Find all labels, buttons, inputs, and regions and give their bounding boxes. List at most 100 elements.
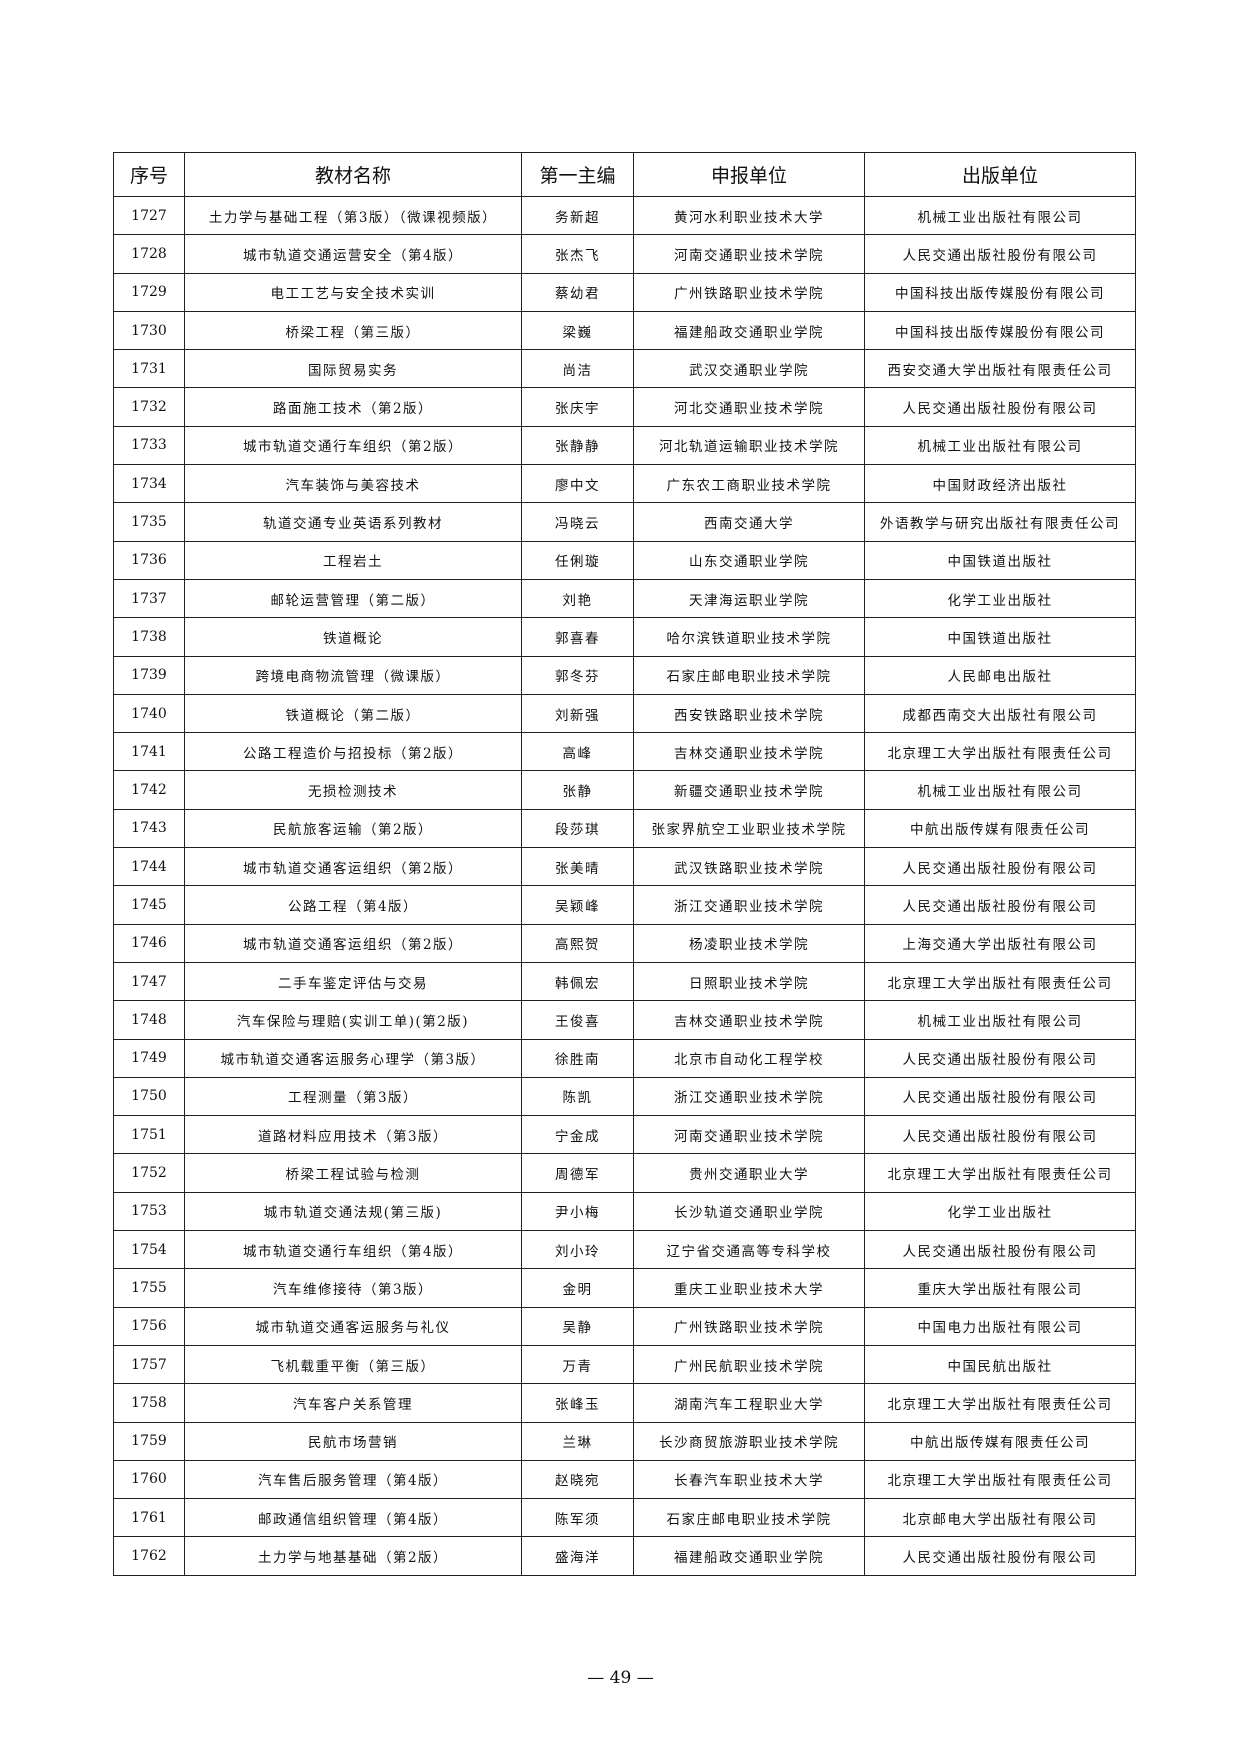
cell-title: 汽车保险与理赔(实训工单)(第2版) [184,1000,522,1040]
cell-applicant: 张家界航空工业职业技术学院 [633,808,865,849]
cell-applicant: 湖南汽车工程职业大学 [633,1383,865,1423]
cell-applicant: 长沙商贸旅游职业技术学院 [633,1421,865,1461]
cell-editor: 冯晓云 [521,502,634,542]
cell-title: 桥梁工程试验与检测 [184,1153,522,1193]
cell-applicant: 日照职业技术学院 [633,961,865,1002]
cell-title: 电工工艺与安全技术实训 [184,272,522,312]
cell-publisher: 西安交通大学出版社有限责任公司 [864,349,1136,389]
cell-editor: 务新超 [521,195,634,236]
cell-publisher: 外语教学与研究出版社有限责任公司 [864,502,1136,542]
cell-applicant: 广东农工商职业技术学院 [633,464,865,504]
textbook-table: 序号 教材名称 第一主编 申报单位 出版单位 1727 土力学与基础工程（第3版）… [113,152,1136,1576]
cell-index: 1727 [113,195,185,236]
cell-title: 公路工程造价与招投标（第2版） [184,732,522,772]
cell-applicant: 福建船政交通职业学院 [633,310,865,351]
table-row: 1749 城市轨道交通客运服务心理学（第3版） 徐胜南 北京市自动化工程学校 人民交通出… [113,1038,1136,1078]
cell-editor: 任俐璇 [521,540,634,580]
cell-index: 1737 [113,578,185,619]
cell-editor: 郭喜春 [521,617,634,657]
cell-editor: 兰琳 [521,1421,634,1461]
table-row: 1738 铁道概论 郭喜春 哈尔滨铁道职业技术学院 中国铁道出版社 [113,617,1136,657]
cell-editor: 张庆宇 [521,387,634,427]
cell-editor: 梁巍 [521,310,634,351]
cell-editor: 张美晴 [521,847,634,887]
cell-publisher: 北京理工大学出版社有限责任公司 [864,732,1136,772]
table-row: 1746 城市轨道交通客运组织（第2版） 高熙贺 杨凌职业技术学院 上海交通大学出版社有… [113,923,1136,963]
cell-publisher: 北京理工大学出版社有限责任公司 [864,1383,1136,1423]
cell-applicant: 武汉交通职业学院 [633,349,865,389]
cell-title: 城市轨道交通运营安全（第4版） [184,234,522,274]
cell-title: 汽车客户关系管理 [184,1383,522,1423]
cell-index: 1757 [113,1344,185,1385]
cell-publisher: 中国电力出版社有限公司 [864,1306,1136,1346]
cell-title: 铁道概论 [184,617,522,657]
cell-title: 工程岩土 [184,540,522,580]
table-row: 1737 邮轮运营管理（第二版） 刘艳 天津海运职业学院 化学工业出版社 [113,578,1136,619]
cell-applicant: 广州铁路职业技术学院 [633,1306,865,1346]
cell-title: 土力学与基础工程（第3版）（微课视频版） [184,195,522,236]
cell-index: 1755 [113,1268,185,1308]
cell-index: 1745 [113,885,185,925]
cell-publisher: 人民交通出版社股份有限公司 [864,847,1136,887]
cell-applicant: 新疆交通职业技术学院 [633,770,865,810]
cell-title: 民航市场营销 [184,1421,522,1461]
cell-index: 1733 [113,425,185,466]
table-row: 1754 城市轨道交通行车组织（第4版） 刘小玲 辽宁省交通高等专科学校 人民交通出版社… [113,1230,1136,1270]
cell-title: 城市轨道交通客运组织（第2版） [184,847,522,887]
cell-publisher: 中航出版传媒有限责任公司 [864,808,1136,849]
cell-editor: 陈凯 [521,1076,634,1117]
cell-publisher: 北京理工大学出版社有限责任公司 [864,961,1136,1002]
cell-editor: 刘艳 [521,578,634,619]
table-row: 1741 公路工程造价与招投标（第2版） 高峰 吉林交通职业技术学院 北京理工大学出版社… [113,732,1136,772]
cell-editor: 蔡幼君 [521,272,634,312]
cell-title: 铁道概论（第二版） [184,693,522,734]
table-row: 1758 汽车客户关系管理 张峰玉 湖南汽车工程职业大学 北京理工大学出版社有限责任公司 [113,1383,1136,1423]
table-row: 1748 汽车保险与理赔(实训工单)(第2版) 王俊喜 吉林交通职业技术学院 机械工业出… [113,1000,1136,1040]
table-row: 1729 电工工艺与安全技术实训 蔡幼君 广州铁路职业技术学院 中国科技出版传媒股份有限… [113,272,1136,312]
header-applicant: 申报单位 [633,152,865,197]
cell-index: 1730 [113,310,185,351]
cell-publisher: 中航出版传媒有限责任公司 [864,1421,1136,1461]
cell-title: 工程测量（第3版） [184,1076,522,1117]
cell-editor: 宁金成 [521,1115,634,1155]
cell-publisher: 人民交通出版社股份有限公司 [864,1230,1136,1270]
cell-index: 1761 [113,1498,185,1538]
cell-publisher: 重庆大学出版社有限公司 [864,1268,1136,1308]
cell-publisher: 北京邮电大学出版社有限公司 [864,1498,1136,1538]
cell-index: 1749 [113,1038,185,1078]
cell-title: 路面施工技术（第2版） [184,387,522,427]
cell-title: 跨境电商物流管理（微课版） [184,655,522,695]
cell-applicant: 福建船政交通职业学院 [633,1536,865,1576]
cell-applicant: 重庆工业职业技术大学 [633,1268,865,1308]
cell-title: 汽车维修接待（第3版） [184,1268,522,1308]
table-row: 1755 汽车维修接待（第3版） 金明 重庆工业职业技术大学 重庆大学出版社有限公司 [113,1268,1136,1308]
cell-title: 道路材料应用技术（第3版） [184,1115,522,1155]
table-row: 1751 道路材料应用技术（第3版） 宁金成 河南交通职业技术学院 人民交通出版社股份有… [113,1115,1136,1155]
cell-applicant: 吉林交通职业技术学院 [633,732,865,772]
cell-publisher: 中国铁道出版社 [864,617,1136,657]
cell-title: 城市轨道交通客运服务心理学（第3版） [184,1038,522,1078]
cell-applicant: 杨凌职业技术学院 [633,923,865,963]
table-row: 1753 城市轨道交通法规(第三版) 尹小梅 长沙轨道交通职业学院 化学工业出版社 [113,1191,1136,1232]
cell-applicant: 河南交通职业技术学院 [633,1115,865,1155]
cell-editor: 陈军须 [521,1498,634,1538]
cell-publisher: 人民交通出版社股份有限公司 [864,1536,1136,1576]
cell-editor: 廖中文 [521,464,634,504]
table-row: 1747 二手车鉴定评估与交易 韩佩宏 日照职业技术学院 北京理工大学出版社有限责任公司 [113,961,1136,1002]
table-row: 1759 民航市场营销 兰琳 长沙商贸旅游职业技术学院 中航出版传媒有限责任公司 [113,1421,1136,1461]
cell-editor: 吴颖峰 [521,885,634,925]
cell-index: 1750 [113,1076,185,1117]
table-row: 1761 邮政通信组织管理（第4版） 陈军须 石家庄邮电职业技术学院 北京邮电大学出版社… [113,1498,1136,1538]
cell-editor: 张静 [521,770,634,810]
cell-index: 1731 [113,349,185,389]
table-row: 1734 汽车装饰与美容技术 廖中文 广东农工商职业技术学院 中国财政经济出版社 [113,464,1136,504]
cell-editor: 徐胜南 [521,1038,634,1078]
cell-applicant: 吉林交通职业技术学院 [633,1000,865,1040]
cell-title: 民航旅客运输（第2版） [184,808,522,849]
cell-editor: 张静静 [521,425,634,466]
cell-editor: 尹小梅 [521,1191,634,1232]
table-row: 1728 城市轨道交通运营安全（第4版） 张杰飞 河南交通职业技术学院 人民交通出版社股… [113,234,1136,274]
cell-publisher: 北京理工大学出版社有限责任公司 [864,1153,1136,1193]
table-row: 1745 公路工程（第4版） 吴颖峰 浙江交通职业技术学院 人民交通出版社股份有限公司 [113,885,1136,925]
cell-editor: 刘小玲 [521,1230,634,1270]
